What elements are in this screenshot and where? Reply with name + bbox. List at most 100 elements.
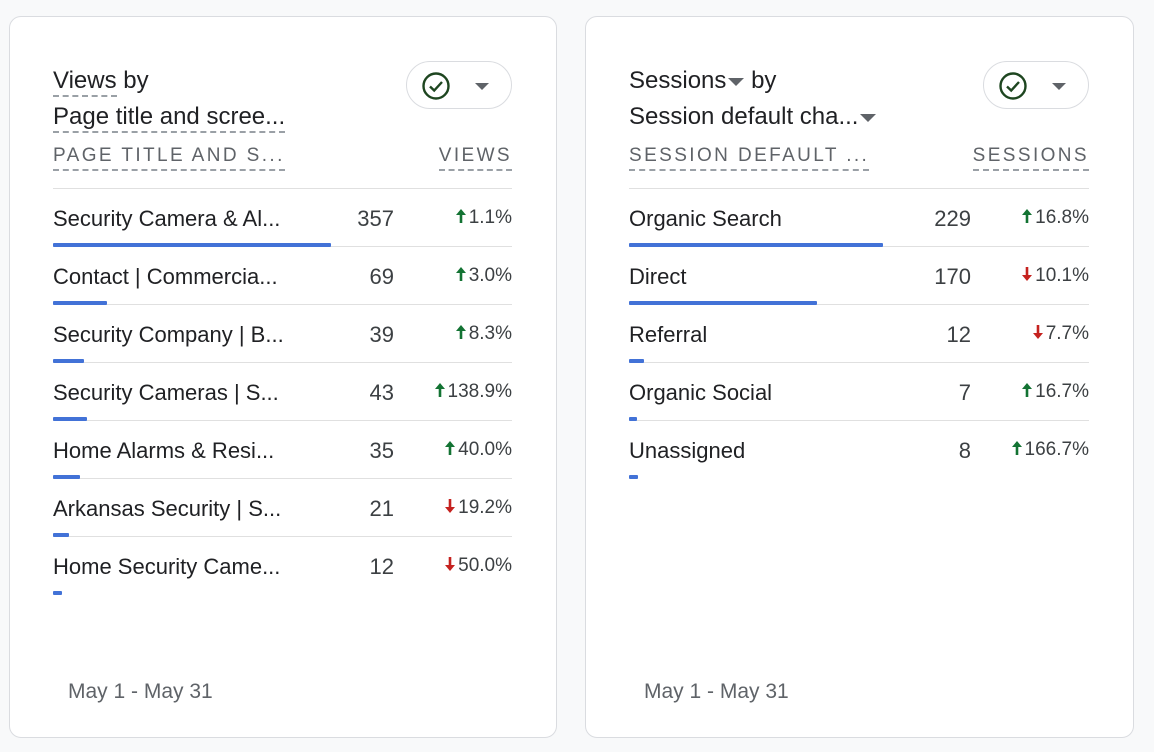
table-body: Organic Search 229 16.8% Direct 170 10.1% Refe… xyxy=(629,188,1089,479)
check-circle-icon xyxy=(999,72,1027,100)
metric-selector[interactable]: Sessions xyxy=(629,67,745,94)
row-dimension-value: Home Alarms & Resi... xyxy=(53,438,275,463)
title-by: by xyxy=(751,67,777,94)
arrow-down-icon xyxy=(1022,267,1033,281)
row-share-bar xyxy=(629,417,637,421)
row-dimension-value: Security Camera & Al... xyxy=(53,206,281,231)
table-row[interactable]: Security Cameras | S... 43 138.9% xyxy=(53,363,512,421)
row-share-bar xyxy=(629,243,883,247)
table-row[interactable]: Security Camera & Al... 357 1.1% xyxy=(53,189,512,247)
arrow-up-icon xyxy=(434,383,445,397)
row-metric-value: 8 xyxy=(958,438,971,463)
date-range: May 1 - May 31 xyxy=(644,680,789,703)
row-share-bar xyxy=(53,359,84,363)
caret-down-icon xyxy=(1052,83,1066,90)
table-body: Security Camera & Al... 357 1.1% Contact | … xyxy=(53,188,512,595)
row-change-percent: 166.7% xyxy=(1024,439,1089,460)
row-dimension-value: Unassigned xyxy=(629,438,746,463)
row-change: 7.7% xyxy=(1032,323,1089,345)
row-dimension-value: Organic Search xyxy=(629,206,782,231)
row-share-bar xyxy=(629,301,817,305)
metric-selector[interactable]: Views xyxy=(53,67,117,97)
row-change-percent: 10.1% xyxy=(1035,265,1089,286)
row-dimension-value: Home Security Came... xyxy=(53,554,281,579)
caret-down-icon xyxy=(475,83,489,90)
table-row[interactable]: Organic Search 229 16.8% xyxy=(629,189,1089,247)
date-range: May 1 - May 31 xyxy=(68,680,213,703)
row-metric-value: 229 xyxy=(934,206,971,231)
row-dimension-value: Security Company | B... xyxy=(53,322,284,347)
row-metric-value: 357 xyxy=(357,206,394,231)
row-metric-value: 43 xyxy=(369,380,394,405)
arrow-up-icon xyxy=(1022,383,1033,397)
arrow-up-icon xyxy=(1011,441,1022,455)
row-change: 138.9% xyxy=(434,381,512,403)
compare-menu-button[interactable] xyxy=(406,61,512,109)
row-change-percent: 16.8% xyxy=(1035,207,1089,228)
row-metric-value: 12 xyxy=(369,554,394,579)
table-header: PAGE TITLE AND S... VIEWS xyxy=(53,145,512,175)
arrow-up-icon xyxy=(1022,209,1033,223)
arrow-down-icon xyxy=(445,557,456,571)
arrow-up-icon xyxy=(455,209,466,223)
table-row[interactable]: Home Security Came... 12 50.0% xyxy=(53,537,512,595)
row-share-bar xyxy=(53,533,69,537)
table-row[interactable]: Referral 12 7.7% xyxy=(629,305,1089,363)
row-metric-value: 12 xyxy=(946,322,971,347)
row-metric-value: 170 xyxy=(934,264,971,289)
row-share-bar xyxy=(53,301,107,305)
dimension-selector[interactable]: Session default cha... xyxy=(629,103,877,130)
table-row[interactable]: Unassigned 8 166.7% xyxy=(629,421,1089,479)
row-change-percent: 19.2% xyxy=(458,497,512,518)
check-circle-icon xyxy=(422,72,450,100)
arrow-up-icon xyxy=(445,441,456,455)
row-share-bar xyxy=(629,475,638,479)
table-row[interactable]: Organic Social 7 16.7% xyxy=(629,363,1089,421)
table-row[interactable]: Security Company | B... 39 8.3% xyxy=(53,305,512,363)
row-change-percent: 16.7% xyxy=(1035,381,1089,402)
row-share-bar xyxy=(53,591,62,595)
row-change: 8.3% xyxy=(455,323,512,345)
row-dimension-value: Referral xyxy=(629,322,708,347)
row-dimension-value: Arkansas Security | S... xyxy=(53,496,282,521)
row-metric-value: 69 xyxy=(369,264,394,289)
card-title: Sessions by Session default cha... xyxy=(629,63,877,135)
row-change: 3.0% xyxy=(455,265,512,287)
row-share-bar xyxy=(53,475,80,479)
caret-down-icon xyxy=(860,113,877,122)
row-metric-value: 35 xyxy=(369,438,394,463)
arrow-up-icon xyxy=(455,267,466,281)
dimension-column-header[interactable]: PAGE TITLE AND S... xyxy=(53,145,285,171)
row-change-percent: 40.0% xyxy=(458,439,512,460)
row-dimension-value: Security Cameras | S... xyxy=(53,380,279,405)
compare-menu-button[interactable] xyxy=(983,61,1089,109)
table-row[interactable]: Direct 170 10.1% xyxy=(629,247,1089,305)
dimension-column-header[interactable]: SESSION DEFAULT ... xyxy=(629,145,870,171)
row-share-bar xyxy=(53,243,331,247)
arrow-down-icon xyxy=(445,499,456,513)
arrow-up-icon xyxy=(455,325,466,339)
row-change: 1.1% xyxy=(455,207,512,229)
table-row[interactable]: Contact | Commercia... 69 3.0% xyxy=(53,247,512,305)
sessions-card: Sessions by Session default cha... SESSI… xyxy=(585,16,1134,738)
row-change: 166.7% xyxy=(1011,439,1089,461)
title-by: by xyxy=(123,67,149,94)
table-row[interactable]: Home Alarms & Resi... 35 40.0% xyxy=(53,421,512,479)
row-metric-value: 21 xyxy=(369,496,394,521)
table-header: SESSION DEFAULT ... SESSIONS xyxy=(629,145,1089,175)
row-change-percent: 8.3% xyxy=(468,323,512,344)
row-share-bar xyxy=(53,417,87,421)
row-dimension-value: Organic Social xyxy=(629,380,773,405)
row-change: 16.7% xyxy=(1021,381,1089,403)
metric-column-header[interactable]: VIEWS xyxy=(438,145,512,171)
row-change: 10.1% xyxy=(1021,265,1089,287)
metric-column-header[interactable]: SESSIONS xyxy=(972,145,1089,171)
table-row[interactable]: Arkansas Security | S... 21 19.2% xyxy=(53,479,512,537)
row-metric-value: 7 xyxy=(958,380,971,405)
arrow-down-icon xyxy=(1032,325,1043,339)
views-card: Views by Page title and scree... PAGE TI… xyxy=(9,16,557,738)
row-change: 16.8% xyxy=(1021,207,1089,229)
row-change: 50.0% xyxy=(444,555,512,577)
dimension-selector[interactable]: Page title and scree... xyxy=(53,103,286,133)
row-change-percent: 1.1% xyxy=(468,207,512,228)
